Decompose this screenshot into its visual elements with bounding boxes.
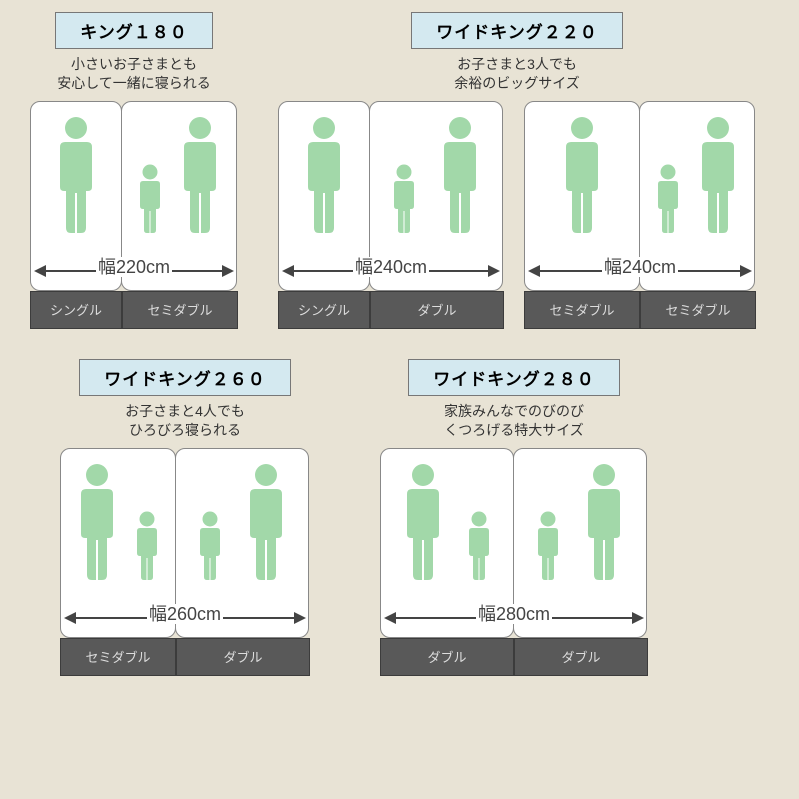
- person-adult-icon: [582, 463, 626, 583]
- bed-pair: 幅240cm: [524, 101, 756, 291]
- card-title: ワイドキング２２０: [411, 12, 623, 49]
- mattress-label: シングル: [278, 291, 370, 329]
- bed-combo: 幅240cm シングルダブル: [278, 101, 504, 329]
- people-group: [176, 463, 308, 583]
- mattress-label: セミダブル: [60, 638, 176, 676]
- bed-pair: 幅220cm: [30, 101, 238, 291]
- combos: 幅240cm シングルダブル 幅240cm セミダブルセミダブル: [278, 101, 756, 329]
- person-adult-icon: [54, 116, 98, 236]
- people-group: [640, 116, 754, 236]
- bed-size-infographic: キング１８０ 小さいお子さまとも安心して一緒に寝られる 幅220cm シングルセ…: [0, 0, 799, 688]
- mattress-double: [369, 101, 503, 291]
- size-card-wideking280: ワイドキング２８０ 家族みんなでのびのびくつろげる特大サイズ 幅280cm ダ: [380, 359, 648, 676]
- person-child-icon: [390, 164, 418, 236]
- person-adult-icon: [178, 116, 222, 236]
- bed-combo: 幅260cm セミダブルダブル: [60, 448, 310, 676]
- size-card-king180: キング１８０ 小さいお子さまとも安心して一緒に寝られる 幅220cm シングルセ…: [30, 12, 238, 329]
- mattress-label: ダブル: [380, 638, 514, 676]
- people-group: [31, 116, 121, 236]
- person-adult-icon: [560, 116, 604, 236]
- mattress-semidouble: [121, 101, 237, 291]
- people-group: [525, 116, 639, 236]
- size-card-wideking220: ワイドキング２２０ お子さまと3人でも余裕のビッグサイズ 幅240cm シングル…: [278, 12, 756, 329]
- mattress-label: セミダブル: [122, 291, 238, 329]
- row-1: ワイドキング２６０ お子さまと4人でもひろびろ寝られる 幅260cm セミダブ: [30, 359, 769, 676]
- mattress-label: セミダブル: [640, 291, 756, 329]
- person-adult-icon: [302, 116, 346, 236]
- card-title: ワイドキング２６０: [79, 359, 291, 396]
- mattress-labels-row: セミダブルセミダブル: [524, 291, 756, 329]
- mattress-label: セミダブル: [524, 291, 640, 329]
- bed-combo: 幅240cm セミダブルセミダブル: [524, 101, 756, 329]
- person-child-icon: [136, 164, 164, 236]
- card-description: お子さまと4人でもひろびろ寝られる: [125, 402, 245, 440]
- card-description: 小さいお子さまとも安心して一緒に寝られる: [57, 55, 211, 93]
- card-title: ワイドキング２８０: [408, 359, 620, 396]
- person-adult-icon: [401, 463, 445, 583]
- person-child-icon: [133, 511, 161, 583]
- combos: 幅260cm セミダブルダブル: [60, 448, 310, 676]
- mattress-label: ダブル: [514, 638, 648, 676]
- mattress-label: ダブル: [370, 291, 504, 329]
- mattress-label: シングル: [30, 291, 122, 329]
- person-child-icon: [654, 164, 682, 236]
- card-description: お子さまと3人でも余裕のビッグサイズ: [454, 55, 580, 93]
- bed-pair: 幅280cm: [380, 448, 648, 638]
- mattress-single: [278, 101, 370, 291]
- card-title: キング１８０: [55, 12, 213, 49]
- person-child-icon: [465, 511, 493, 583]
- people-group: [61, 463, 175, 583]
- people-group: [279, 116, 369, 236]
- mattress-single: [30, 101, 122, 291]
- mattress-semidouble: [639, 101, 755, 291]
- row-0: キング１８０ 小さいお子さまとも安心して一緒に寝られる 幅220cm シングルセ…: [30, 12, 769, 329]
- person-adult-icon: [438, 116, 482, 236]
- size-card-wideking260: ワイドキング２６０ お子さまと4人でもひろびろ寝られる 幅260cm セミダブ: [60, 359, 310, 676]
- people-group: [370, 116, 502, 236]
- mattress-labels-row: シングルセミダブル: [30, 291, 238, 329]
- person-child-icon: [196, 511, 224, 583]
- person-adult-icon: [75, 463, 119, 583]
- bed-pair: 幅240cm: [278, 101, 504, 291]
- mattress-labels-row: シングルダブル: [278, 291, 504, 329]
- combos: 幅280cm ダブルダブル: [380, 448, 648, 676]
- bed-combo: 幅280cm ダブルダブル: [380, 448, 648, 676]
- person-adult-icon: [696, 116, 740, 236]
- mattress-double: [380, 448, 514, 638]
- mattress-label: ダブル: [176, 638, 310, 676]
- mattress-semidouble: [60, 448, 176, 638]
- mattress-labels-row: ダブルダブル: [380, 638, 648, 676]
- card-description: 家族みんなでのびのびくつろげる特大サイズ: [444, 402, 584, 440]
- combos: 幅220cm シングルセミダブル: [30, 101, 238, 329]
- mattress-semidouble: [524, 101, 640, 291]
- person-child-icon: [534, 511, 562, 583]
- people-group: [122, 116, 236, 236]
- bed-combo: 幅220cm シングルセミダブル: [30, 101, 238, 329]
- people-group: [514, 463, 646, 583]
- people-group: [381, 463, 513, 583]
- bed-pair: 幅260cm: [60, 448, 310, 638]
- mattress-double: [513, 448, 647, 638]
- person-adult-icon: [244, 463, 288, 583]
- mattress-double: [175, 448, 309, 638]
- mattress-labels-row: セミダブルダブル: [60, 638, 310, 676]
